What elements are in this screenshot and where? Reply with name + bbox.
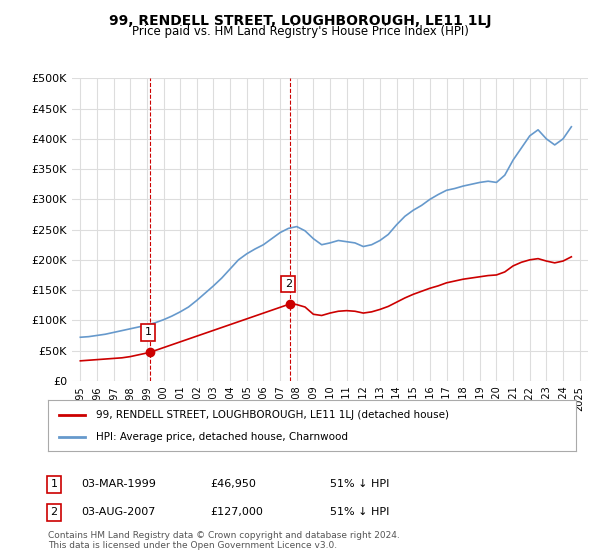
Text: £127,000: £127,000 [210,507,263,517]
Text: Price paid vs. HM Land Registry's House Price Index (HPI): Price paid vs. HM Land Registry's House … [131,25,469,38]
Text: 03-MAR-1999: 03-MAR-1999 [81,479,156,489]
Text: Contains HM Land Registry data © Crown copyright and database right 2024.
This d: Contains HM Land Registry data © Crown c… [48,530,400,550]
Text: 2: 2 [285,279,292,289]
Text: 1: 1 [50,479,58,489]
Text: 51% ↓ HPI: 51% ↓ HPI [330,479,389,489]
Text: 2: 2 [50,507,58,517]
Text: £46,950: £46,950 [210,479,256,489]
Text: 1: 1 [145,328,152,338]
Text: 99, RENDELL STREET, LOUGHBOROUGH, LE11 1LJ: 99, RENDELL STREET, LOUGHBOROUGH, LE11 1… [109,14,491,28]
Text: 51% ↓ HPI: 51% ↓ HPI [330,507,389,517]
Text: 99, RENDELL STREET, LOUGHBOROUGH, LE11 1LJ (detached house): 99, RENDELL STREET, LOUGHBOROUGH, LE11 1… [95,409,449,419]
Text: 03-AUG-2007: 03-AUG-2007 [81,507,155,517]
Text: HPI: Average price, detached house, Charnwood: HPI: Average price, detached house, Char… [95,432,347,442]
